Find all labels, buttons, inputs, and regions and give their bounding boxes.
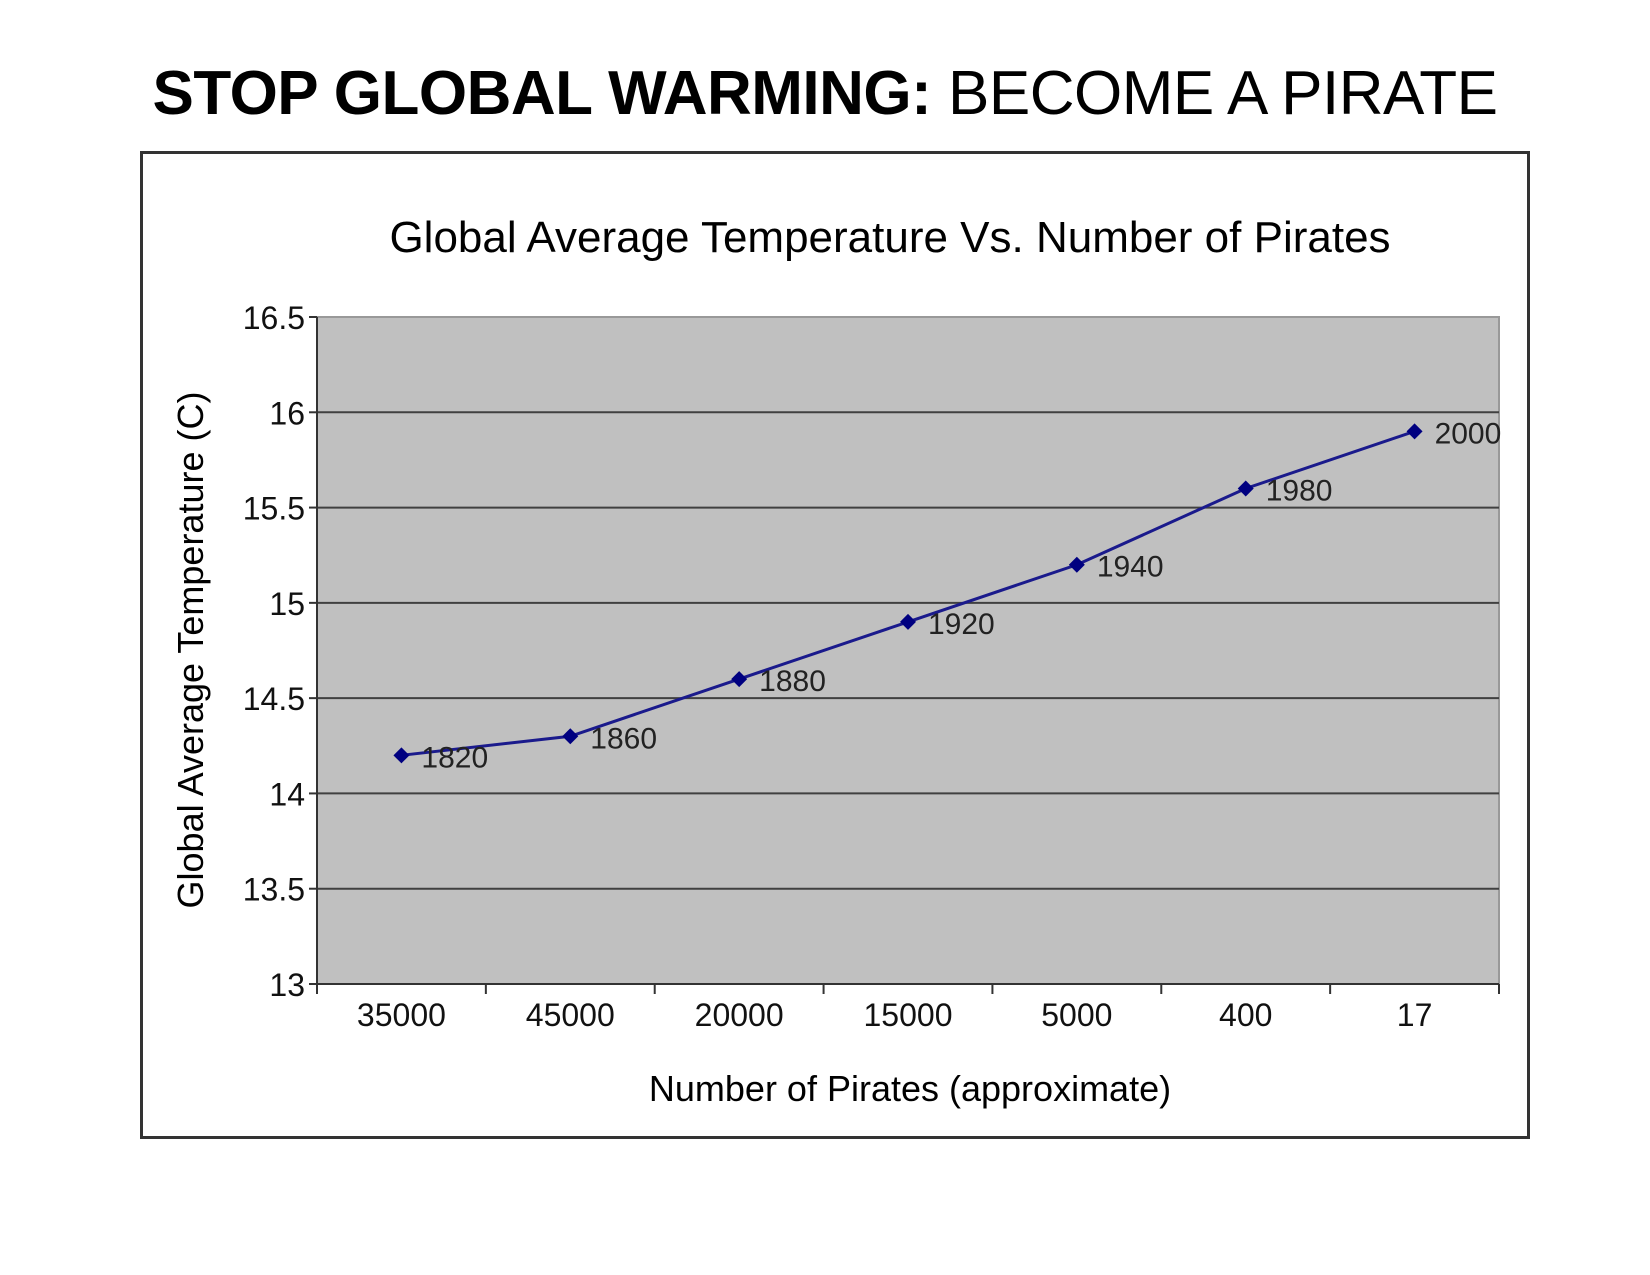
x-axis-label: Number of Pirates (approximate) [649, 1068, 1171, 1109]
data-label: 2000 [1435, 417, 1502, 450]
y-tick-label: 16.5 [243, 300, 305, 336]
y-tick-label: 14.5 [243, 681, 305, 717]
y-axis-label: Global Average Temperature (C) [170, 392, 211, 909]
data-label: 1980 [1266, 475, 1333, 508]
data-label: 1880 [759, 665, 826, 698]
y-tick-label: 15 [269, 586, 305, 622]
data-label: 1860 [590, 722, 657, 755]
data-point [393, 747, 410, 764]
x-tick-label: 5000 [1041, 997, 1112, 1033]
x-tick-label: 45000 [526, 997, 615, 1033]
data-label: 1920 [928, 608, 995, 641]
y-tick-label: 16 [269, 395, 305, 431]
x-tick-label: 400 [1219, 997, 1272, 1033]
headline-bold: STOP GLOBAL WARMING: [152, 59, 932, 128]
y-tick-label: 13 [269, 967, 305, 1003]
y-tick-label: 14 [269, 776, 305, 812]
data-point [562, 728, 579, 745]
data-point [900, 613, 916, 630]
data-point [1237, 480, 1254, 497]
data-point [731, 671, 748, 688]
plot-area [316, 316, 1500, 985]
y-tick-label: 15.5 [243, 491, 305, 527]
x-tick-label: 15000 [864, 997, 953, 1033]
headline-normal: BECOME A PIRATE [948, 59, 1498, 128]
x-tick-label: 17 [1397, 997, 1433, 1033]
data-point [1406, 423, 1423, 440]
data-label: 1940 [1097, 551, 1164, 584]
data-point [1068, 556, 1085, 573]
y-tick-label: 13.5 [243, 872, 305, 908]
chart-title: Global Average Temperature Vs. Number of… [389, 213, 1390, 262]
data-label: 1820 [421, 741, 488, 774]
x-tick-label: 35000 [357, 997, 446, 1033]
headline: STOP GLOBAL WARMING: BECOME A PIRATE [0, 58, 1650, 129]
x-tick-label: 20000 [695, 997, 784, 1033]
